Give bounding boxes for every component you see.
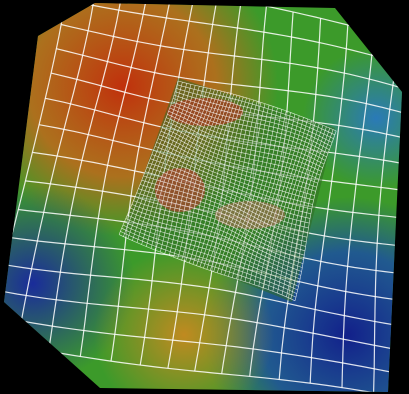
mesh-line (128, 211, 302, 276)
mesh-line (120, 231, 297, 298)
mesh-line (121, 227, 297, 294)
mesh-line (309, 24, 349, 384)
mesh-line (341, 31, 375, 388)
mesh-line (294, 130, 337, 301)
mesh-line (118, 234, 296, 302)
mesh-line (290, 129, 334, 299)
mesh-line (4, 314, 402, 376)
mesh-line (281, 126, 327, 295)
mesh-line (267, 122, 316, 290)
mesh-line (4, 264, 402, 328)
mesh-line (286, 128, 331, 297)
mesh-line (122, 224, 298, 291)
mesh-line (4, 289, 402, 352)
mesh-line (125, 218, 300, 284)
inner-mesh (118, 80, 337, 302)
mesh-line (277, 125, 324, 294)
mesh-line (127, 214, 301, 280)
mesh-line (272, 123, 320, 292)
mesh-line (124, 221, 299, 287)
mesh-line (373, 37, 400, 392)
